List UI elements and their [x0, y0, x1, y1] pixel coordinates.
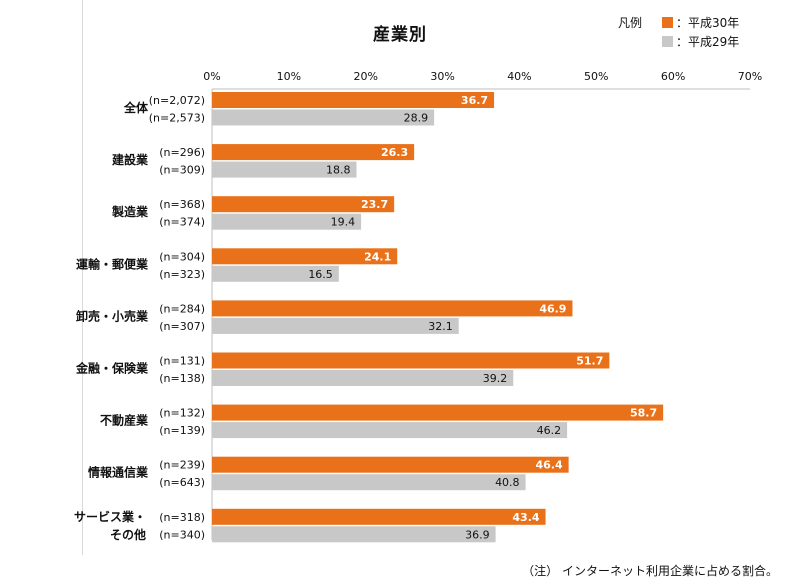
- n-label-h30: (n=131): [159, 355, 205, 368]
- bar-h29: [212, 161, 357, 178]
- n-label-h30: (n=318): [159, 511, 205, 524]
- n-label-h29: (n=139): [159, 424, 205, 437]
- bar-h30: [212, 196, 395, 213]
- category-label: サービス業・: [74, 509, 146, 524]
- category-label: 不動産業: [100, 413, 149, 428]
- value-label-h30: 51.7: [576, 355, 603, 368]
- n-label-h30: (n=132): [159, 407, 205, 420]
- value-label-h29: 32.1: [428, 320, 453, 333]
- x-tick-label: 0%: [203, 70, 220, 83]
- category-label: 全体: [123, 100, 149, 115]
- value-label-h29: 19.4: [331, 216, 356, 229]
- category-label: 卸売・小売業: [76, 308, 149, 323]
- x-tick-label: 10%: [277, 70, 301, 83]
- bar-h29: [212, 109, 435, 126]
- category-label: 建設業: [111, 152, 149, 167]
- bar-h29: [212, 422, 568, 439]
- n-label-h30: (n=296): [159, 146, 205, 159]
- value-label-h30: 46.4: [535, 459, 562, 472]
- category-label: その他: [110, 527, 146, 542]
- legend-item-h30: ：平成30年: [662, 14, 739, 31]
- bar-h29: [212, 265, 339, 282]
- value-label-h30: 23.7: [361, 198, 388, 211]
- legend-swatch-h29: [662, 36, 673, 47]
- value-label-h30: 36.7: [461, 94, 488, 107]
- chart-title: 産業別: [373, 25, 427, 45]
- x-tick-label: 20%: [353, 70, 377, 83]
- bar-h30: [212, 456, 569, 473]
- legend-title: 凡例: [618, 16, 643, 30]
- n-label-h29: (n=2,573): [149, 112, 205, 125]
- x-tick-label: 50%: [584, 70, 608, 83]
- left-border-line: [82, 0, 83, 555]
- legend-swatch-h30: [662, 17, 673, 28]
- category-label: 製造業: [111, 204, 149, 219]
- bar-h29: [212, 370, 514, 386]
- category-label: 情報通信業: [88, 465, 149, 480]
- value-label-h30: 58.7: [630, 407, 657, 420]
- legend-item-h29: ：平成29年: [662, 33, 739, 50]
- category-label: 運輸・郵便業: [76, 256, 149, 271]
- n-label-h30: (n=2,072): [149, 94, 205, 107]
- bar-h30: [212, 144, 415, 161]
- bar-h29: [212, 526, 496, 543]
- bar-h30: [212, 248, 398, 265]
- value-label-h30: 43.4: [512, 511, 539, 524]
- n-label-h30: (n=304): [159, 250, 205, 263]
- value-label-h29: 40.8: [495, 476, 520, 489]
- bar-h30: [212, 92, 495, 108]
- value-label-h30: 24.1: [364, 250, 391, 263]
- x-tick-label: 40%: [507, 70, 531, 83]
- value-label-h29: 16.5: [308, 268, 333, 281]
- n-label-h30: (n=239): [159, 459, 205, 472]
- value-label-h29: 18.8: [326, 164, 351, 177]
- n-label-h29: (n=374): [159, 216, 205, 229]
- n-label-h29: (n=323): [159, 268, 205, 281]
- n-label-h29: (n=340): [159, 528, 205, 541]
- bar-chart: 0% 10% 20% 30% 40% 50% 60% 70% 36.7 28.9 (n=2,072)…: [74, 70, 762, 543]
- bar-h29: [212, 474, 526, 491]
- bar-h29: [212, 213, 362, 230]
- bar-h30: [212, 404, 664, 421]
- n-label-h29: (n=307): [159, 320, 205, 333]
- bar-h30: [212, 352, 610, 369]
- x-tick-label: 70%: [738, 70, 762, 83]
- legend-label-h30: ：平成30年: [676, 16, 740, 30]
- value-label-h29: 36.9: [465, 528, 490, 541]
- x-tick-label: 30%: [430, 70, 454, 83]
- n-label-h29: (n=138): [159, 372, 205, 385]
- value-label-h29: 39.2: [483, 372, 508, 385]
- bar-h30: [212, 300, 573, 317]
- value-label-h29: 46.2: [537, 424, 562, 437]
- x-tick-label: 60%: [661, 70, 685, 83]
- legend-label-h29: ：平成29年: [676, 35, 740, 49]
- bar-h30: [212, 508, 546, 525]
- n-label-h30: (n=284): [159, 302, 205, 315]
- bar-h29: [212, 317, 459, 334]
- n-label-h30: (n=368): [159, 198, 205, 211]
- category-label: 金融・保険業: [75, 361, 149, 376]
- value-label-h29: 28.9: [404, 112, 429, 125]
- value-label-h30: 46.9: [539, 302, 566, 315]
- value-label-h30: 26.3: [381, 146, 408, 159]
- n-label-h29: (n=643): [159, 476, 205, 489]
- n-label-h29: (n=309): [159, 164, 205, 177]
- footnote: （注） インターネット利用企業に占める割合。: [522, 564, 778, 578]
